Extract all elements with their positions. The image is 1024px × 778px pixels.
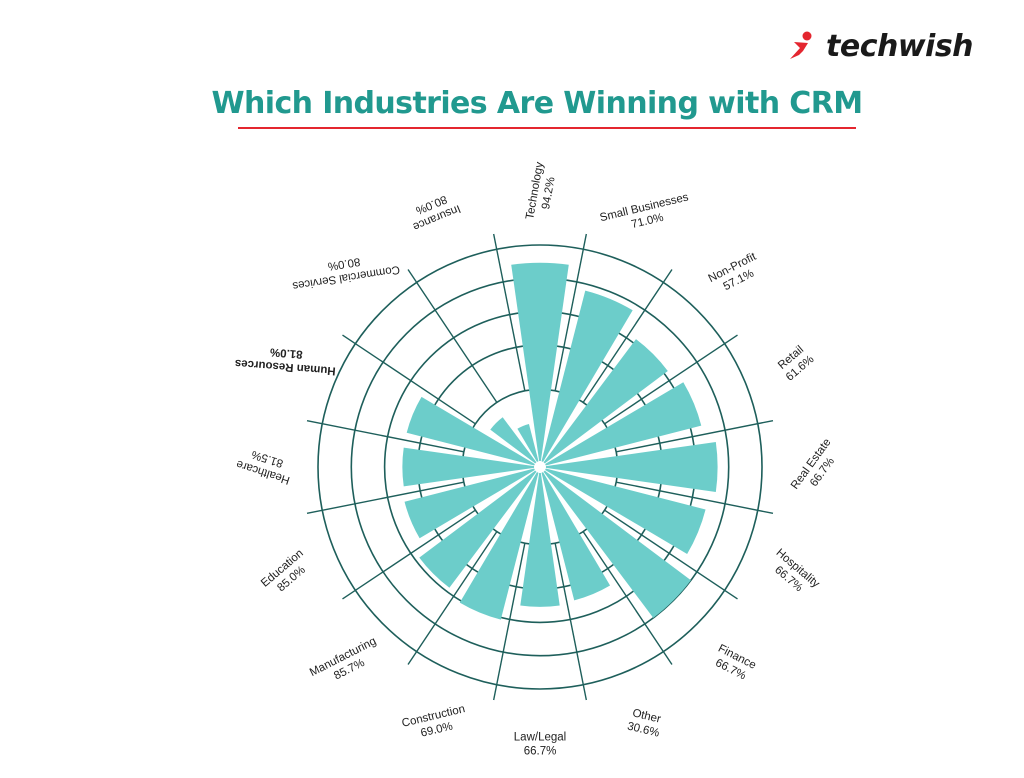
runner-icon <box>790 31 812 59</box>
grid-spoke <box>554 233 588 391</box>
bar-real-estate <box>545 441 718 493</box>
page-title: Which Industries Are Winning with CRM <box>211 86 864 121</box>
category-label: Human Resources <box>234 357 336 377</box>
grid-spoke <box>407 269 498 403</box>
grid-spoke <box>616 481 774 515</box>
bar-technology <box>511 262 569 462</box>
grid-spoke <box>604 334 738 425</box>
bar-small-businesses <box>541 290 633 462</box>
bar-non-profit <box>543 339 668 464</box>
grid-spoke <box>342 509 476 600</box>
grid-spoke <box>306 481 464 515</box>
bar-manufacturing <box>419 470 537 588</box>
bar-finance <box>543 470 691 618</box>
grid-spoke <box>582 269 673 403</box>
grid-spoke <box>492 543 526 701</box>
bar-education <box>404 468 535 539</box>
value-label: 94.2% <box>540 176 557 210</box>
grid-spoke <box>554 543 588 701</box>
bar-insurance <box>517 423 539 462</box>
label-law-legal: Law/Legal 66.7% <box>514 731 566 757</box>
grid-spoke <box>306 419 464 453</box>
bar-commercial-services <box>490 417 537 464</box>
techwish-logo: techwish <box>786 26 974 66</box>
grid-spoke <box>582 531 673 665</box>
bar-construction <box>459 472 539 620</box>
grid-ring <box>317 244 763 690</box>
grid-spoke <box>604 509 738 600</box>
bar-healthcare <box>402 447 535 487</box>
value-label: 80.0% <box>327 255 361 272</box>
bar-law-legal <box>520 472 560 607</box>
brand-name: techwish <box>826 28 974 64</box>
grid-spoke <box>492 233 526 391</box>
bar-human-resources <box>406 396 535 466</box>
grid-spoke <box>342 334 476 425</box>
bar-other <box>541 472 611 601</box>
value-label: 81.0% <box>270 345 303 360</box>
title-underline <box>238 127 856 129</box>
value-label: 66.7% <box>524 745 557 757</box>
bar-hospitality <box>545 468 706 555</box>
grid-spoke <box>616 419 774 453</box>
bar-retail <box>545 382 702 466</box>
grid-spoke <box>407 531 498 665</box>
category-label: Law/Legal <box>514 731 566 743</box>
